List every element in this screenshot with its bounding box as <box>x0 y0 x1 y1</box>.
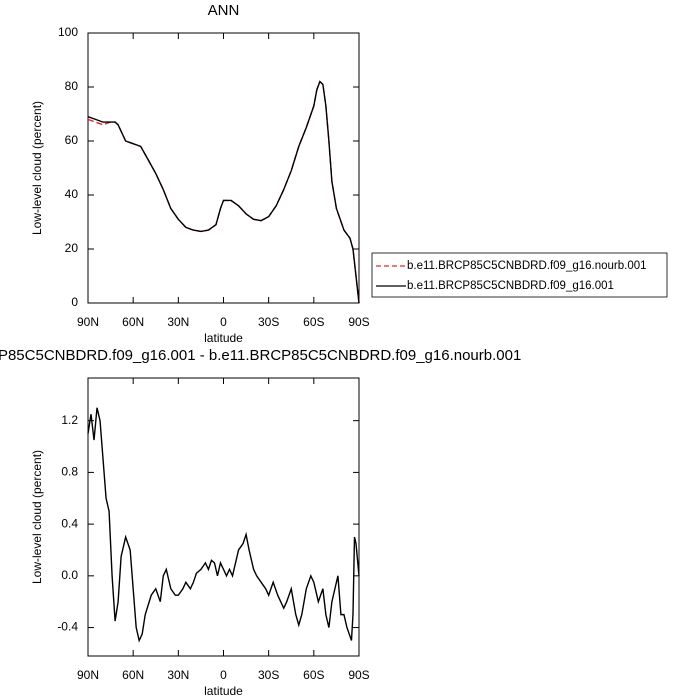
y-axis-label: Low-level cloud (percent) <box>30 450 44 584</box>
x-axis-label: latitude <box>204 331 243 345</box>
y-tick-label: -0.4 <box>57 620 78 634</box>
y-tick-label: 80 <box>65 79 79 93</box>
x-tick-label: 60N <box>122 315 144 329</box>
y-tick-label: 1.2 <box>61 413 78 427</box>
y-tick-label: 60 <box>65 133 79 147</box>
chart-title: ANN <box>208 2 240 19</box>
x-axis-label: latitude <box>204 684 243 698</box>
x-tick-label: 60S <box>303 668 324 682</box>
y-tick-label: 100 <box>58 25 78 39</box>
y-tick-label: 40 <box>65 187 79 201</box>
y-tick-label: 0.4 <box>61 516 78 530</box>
y-axis-label: Low-level cloud (percent) <box>30 101 44 235</box>
x-tick-label: 0 <box>220 668 227 682</box>
x-tick-label: 90N <box>77 668 99 682</box>
x-tick-label: 30S <box>258 315 279 329</box>
x-tick-label: 30N <box>167 668 189 682</box>
legend-label: b.e11.BRCP85C5CNBDRD.f09_g16.001 <box>407 280 614 292</box>
data-line <box>87 80 360 304</box>
plot-frame <box>87 377 360 657</box>
x-tick-label: 90S <box>348 315 369 329</box>
legend-label: b.e11.BRCP85C5CNBDRD.f09_g16.nourb.001 <box>407 260 647 272</box>
x-tick-label: 90S <box>348 668 369 682</box>
y-tick-label: 0.8 <box>61 465 78 479</box>
x-tick-label: 60S <box>303 315 324 329</box>
x-tick-label: 90N <box>77 315 99 329</box>
data-line <box>87 407 360 643</box>
x-tick-label: 30N <box>167 315 189 329</box>
legend-box <box>371 252 668 298</box>
x-tick-label: 0 <box>220 315 227 329</box>
y-tick-label: 0.0 <box>61 568 78 582</box>
x-tick-label: 60N <box>122 668 144 682</box>
y-tick-label: 0 <box>71 295 78 309</box>
data-line <box>87 80 360 304</box>
chart-title: b.e11.BRCP85C5CNBDRD.f09_g16.001 - b.e11… <box>0 347 521 364</box>
plot-frame <box>87 32 360 304</box>
y-tick-label: 20 <box>65 241 79 255</box>
x-tick-label: 30S <box>258 668 279 682</box>
